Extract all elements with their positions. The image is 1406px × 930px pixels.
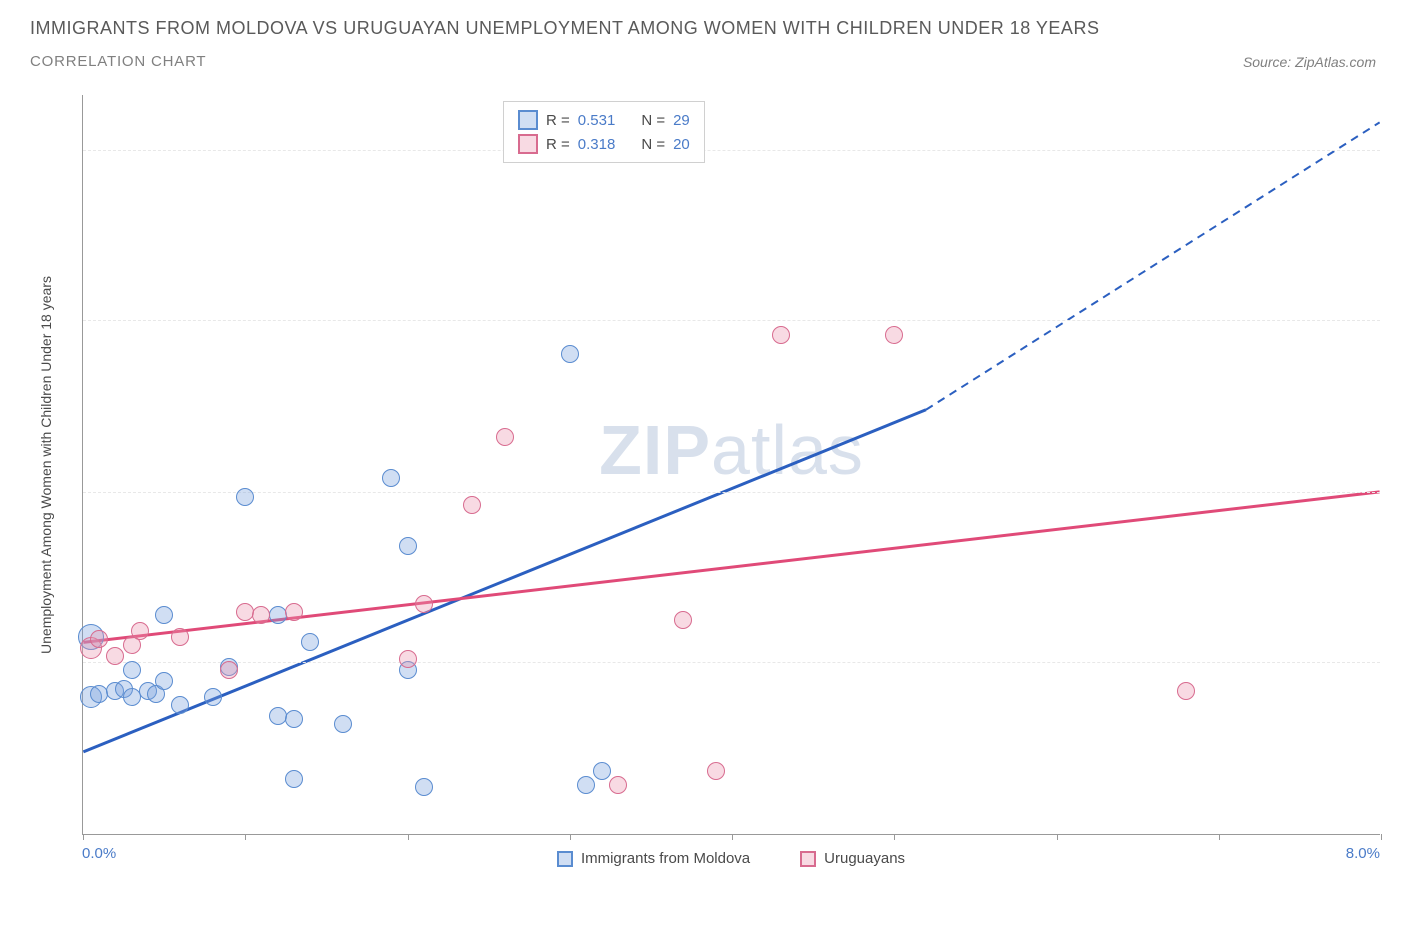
data-point [236, 603, 254, 621]
watermark-bold: ZIP [599, 411, 711, 489]
data-point [707, 762, 725, 780]
data-point [561, 345, 579, 363]
y-tick-label: 18.8% [1390, 311, 1406, 328]
data-point [123, 661, 141, 679]
x-tick [1219, 834, 1220, 840]
data-point [285, 603, 303, 621]
data-point [415, 778, 433, 796]
legend-series-label: Uruguayans [824, 850, 905, 867]
y-tick-label: 6.3% [1390, 654, 1406, 671]
data-point [252, 606, 270, 624]
data-point [236, 488, 254, 506]
data-point [577, 776, 595, 794]
legend-swatch [518, 134, 538, 154]
legend-r-value: 0.531 [578, 112, 616, 129]
data-point [496, 428, 514, 446]
legend-swatch [800, 851, 816, 867]
data-point [90, 630, 108, 648]
legend-r-label: R = [546, 112, 570, 129]
data-point [772, 326, 790, 344]
legend-n-label: N = [641, 136, 665, 153]
data-point [155, 672, 173, 690]
data-point [269, 707, 287, 725]
data-point [220, 661, 238, 679]
x-tick [245, 834, 246, 840]
x-tick [732, 834, 733, 840]
legend-series-item: Uruguayans [800, 850, 905, 867]
data-point [171, 696, 189, 714]
y-tick-label: 25.0% [1390, 141, 1406, 158]
watermark-rest: atlas [711, 411, 864, 489]
legend-swatch [557, 851, 573, 867]
trend-line-dashed [926, 122, 1380, 409]
data-point [593, 762, 611, 780]
legend-correlation-row: R = 0.531 N = 29 [518, 108, 690, 132]
legend-series-label: Immigrants from Moldova [581, 850, 750, 867]
x-tick [1381, 834, 1382, 840]
data-point [171, 628, 189, 646]
data-point [415, 595, 433, 613]
gridline [83, 662, 1380, 663]
x-tick [408, 834, 409, 840]
correlation-chart: Unemployment Among Women with Children U… [30, 95, 1380, 875]
x-tick [570, 834, 571, 840]
legend-r-label: R = [546, 136, 570, 153]
data-point [463, 496, 481, 514]
chart-subtitle: CORRELATION CHART [30, 53, 206, 70]
data-point [885, 326, 903, 344]
data-point [285, 770, 303, 788]
data-point [609, 776, 627, 794]
data-point [674, 611, 692, 629]
subtitle-row: CORRELATION CHART Source: ZipAtlas.com [30, 53, 1376, 70]
legend-correlation-row: R = 0.318 N = 20 [518, 132, 690, 156]
gridline [83, 492, 1380, 493]
x-tick [83, 834, 84, 840]
chart-source: Source: ZipAtlas.com [1243, 54, 1376, 70]
correlation-legend: R = 0.531 N = 29 R = 0.318 N = 20 [503, 101, 705, 163]
data-point [285, 710, 303, 728]
watermark: ZIPatlas [599, 410, 864, 490]
data-point [301, 633, 319, 651]
data-point [399, 650, 417, 668]
data-point [269, 606, 287, 624]
chart-header: IMMIGRANTS FROM MOLDOVA VS URUGUAYAN UNE… [0, 0, 1406, 80]
data-point [382, 469, 400, 487]
x-tick [1057, 834, 1058, 840]
data-point [399, 537, 417, 555]
legend-r-value: 0.318 [578, 136, 616, 153]
x-tick [894, 834, 895, 840]
data-point [131, 622, 149, 640]
data-point [155, 606, 173, 624]
data-point [106, 647, 124, 665]
gridline [83, 320, 1380, 321]
series-legend: Immigrants from Moldova Uruguayans [82, 850, 1380, 867]
legend-n-value: 20 [673, 136, 690, 153]
data-point [1177, 682, 1195, 700]
legend-swatch [518, 110, 538, 130]
gridline [83, 150, 1380, 151]
data-point [204, 688, 222, 706]
data-point [90, 685, 108, 703]
plot-area: ZIPatlas R =0.531N =29R =0.318N =20 6.3%… [82, 95, 1380, 835]
legend-series-item: Immigrants from Moldova [557, 850, 750, 867]
chart-title: IMMIGRANTS FROM MOLDOVA VS URUGUAYAN UNE… [30, 18, 1376, 39]
legend-n-label: N = [641, 112, 665, 129]
y-axis-title: Unemployment Among Women with Children U… [38, 276, 54, 654]
y-tick-label: 12.5% [1390, 484, 1406, 501]
legend-n-value: 29 [673, 112, 690, 129]
data-point [334, 715, 352, 733]
